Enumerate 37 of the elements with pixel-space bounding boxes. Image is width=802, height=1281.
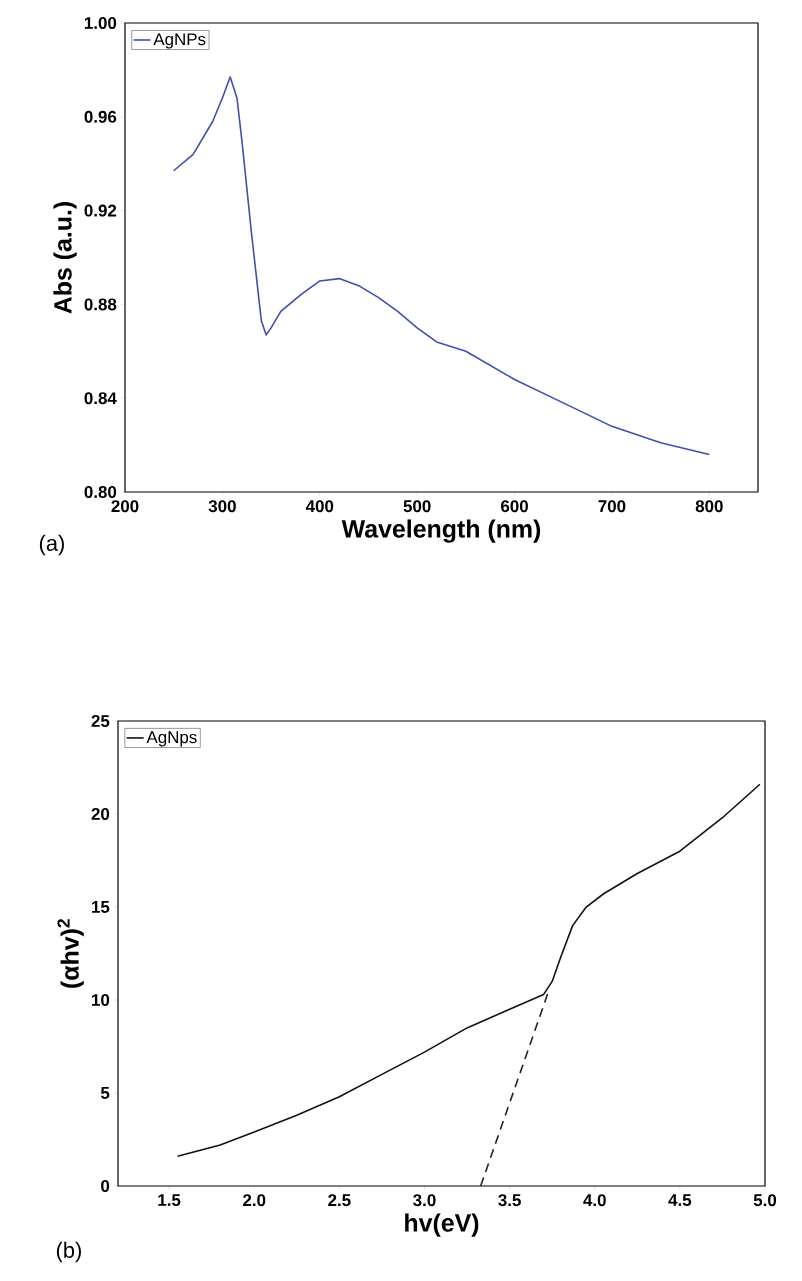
y-tick-label: 5 — [100, 1087, 110, 1099]
x-tick-label: 200 — [111, 500, 139, 513]
x-tick-label: 3.5 — [498, 1194, 521, 1207]
x-tick-label: 1.5 — [158, 1194, 181, 1207]
y-tick-label: 0.96 — [84, 110, 117, 123]
x-tick-label: 3.0 — [413, 1194, 436, 1207]
y-tick-label: 25 — [91, 715, 110, 728]
x-axis-title: hv(eV) — [405, 1213, 479, 1237]
x-tick-label: 700 — [598, 500, 626, 513]
x-tick-label: 4.5 — [668, 1194, 692, 1207]
y-tick-label: 0.88 — [84, 298, 117, 311]
y-tick-label: 15 — [92, 901, 110, 913]
y-tick-label: 1.00 — [84, 17, 117, 29]
x-tick-label: 2.5 — [328, 1194, 351, 1207]
y-tick-label: 0.92 — [84, 204, 117, 217]
x-tick-label: 2.0 — [243, 1194, 266, 1207]
y-tick-label: 0 — [101, 1180, 110, 1193]
x-axis-title: Wavelength (nm) — [341, 519, 541, 543]
legend-label: AgNps — [146, 731, 197, 747]
y-tick-label: 0.84 — [84, 392, 117, 405]
x-tick-label: 300 — [208, 500, 236, 513]
y-tick-label: 20 — [91, 808, 110, 821]
x-tick-label: 4.0 — [583, 1194, 606, 1207]
x-tick-label: 5.0 — [753, 1194, 777, 1207]
x-tick-label: 500 — [403, 500, 431, 513]
y-axis-title: (αhv)$^{2}$ — [57, 919, 84, 988]
x-tick-label: 800 — [695, 500, 723, 513]
y-tick-label: 0.80 — [84, 486, 117, 499]
x-tick-label: 400 — [305, 500, 334, 513]
line-series — [176, 783, 761, 1158]
line-series — [172, 76, 711, 456]
x-tick-label: 600 — [501, 500, 528, 513]
y-axis-title: Abs (a.u.) — [53, 202, 77, 314]
text: (b) — [56, 1241, 81, 1263]
y-tick-label: 10 — [92, 994, 110, 1007]
text: (a) — [39, 534, 64, 556]
legend-label: AgNPs — [153, 33, 206, 49]
